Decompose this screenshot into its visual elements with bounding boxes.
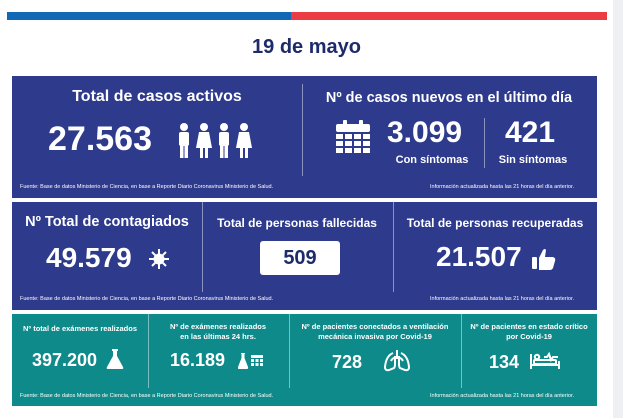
panel-totals: Nº Total de contagiados 49.579 Total de … xyxy=(12,202,597,310)
new-with-symptoms-value: 3.099 xyxy=(387,116,463,149)
critical-title-2: por Covid-19 xyxy=(506,332,552,341)
panel-cases: Total de casos activos 27.563 Nº de caso… xyxy=(12,76,597,198)
exams-24h-value: 16.189 xyxy=(170,350,226,370)
row3-divider-1 xyxy=(148,314,149,388)
row3-updated: Información actualizada hasta las 21 hor… xyxy=(430,393,575,399)
hospital-bed-icon xyxy=(530,352,560,369)
new-without-symptoms-label: Sin síntomas xyxy=(498,154,568,166)
row3-divider-2 xyxy=(289,314,290,388)
deaths-title: Total de personas fallecidas xyxy=(217,216,377,230)
row2-updated: Información actualizada hasta las 21 hor… xyxy=(430,296,575,302)
critical-title-1: Nº de pacientes en estado crítico xyxy=(470,322,588,331)
thumbs-up-icon xyxy=(532,249,556,270)
row3-source: Fuente: Base de datos Ministerio de Cien… xyxy=(20,393,274,399)
panel-exams: Nº total de exámenes realizados 397.200 … xyxy=(12,314,597,406)
row2-divider-2 xyxy=(393,202,394,292)
infected-title: Nº Total de contagiados xyxy=(25,214,189,230)
exams-total-title: Nº total de exámenes realizados xyxy=(22,324,138,333)
ventilation-value: 728 xyxy=(332,352,363,372)
exams-24h-title-2: en las últimas 24 hrs. xyxy=(180,332,256,341)
row1-divider xyxy=(302,84,303,176)
new-cases-divider xyxy=(484,118,485,168)
flask-calendar-icon xyxy=(238,353,263,369)
new-cases-title: Nº de casos nuevos en el último día xyxy=(325,90,573,106)
recovered-title: Total de personas recuperadas xyxy=(406,216,584,230)
exams-total-value: 397.200 xyxy=(32,350,98,370)
recovered-value: 21.507 xyxy=(436,241,522,272)
people-icon xyxy=(179,123,252,158)
ventilation-title-1: Nº de pacientes conectados a ventilación xyxy=(301,322,449,331)
virus-icon xyxy=(149,249,169,269)
flask-icon xyxy=(106,349,124,369)
new-without-symptoms-value: 421 xyxy=(505,116,556,149)
top-bar-blue xyxy=(7,12,291,20)
lungs-icon xyxy=(384,350,410,372)
active-cases-value: 27.563 xyxy=(48,120,152,158)
page-date: 19 de mayo xyxy=(252,36,361,58)
row1-source: Fuente: Base de datos Ministerio de Cien… xyxy=(20,184,274,190)
page-edge xyxy=(613,0,623,418)
row2-divider-1 xyxy=(202,202,203,292)
new-with-symptoms-label: Con síntomas xyxy=(395,154,469,166)
deaths-value: 509 xyxy=(260,241,340,275)
row3-divider-3 xyxy=(461,314,462,388)
ventilation-title-2: mecánica invasiva por Covid-19 xyxy=(318,332,432,341)
row2-source: Fuente: Base de datos Ministerio de Cien… xyxy=(20,296,274,302)
critical-value: 134 xyxy=(489,352,520,372)
row1-updated: Información actualizada hasta las 21 hor… xyxy=(430,184,575,190)
infected-value: 49.579 xyxy=(46,242,132,273)
calendar-icon xyxy=(336,120,370,153)
active-cases-title: Total de casos activos xyxy=(72,88,242,105)
exams-24h-title-1: Nº de exámenes realizados xyxy=(169,322,267,331)
top-bar-red xyxy=(291,12,607,20)
